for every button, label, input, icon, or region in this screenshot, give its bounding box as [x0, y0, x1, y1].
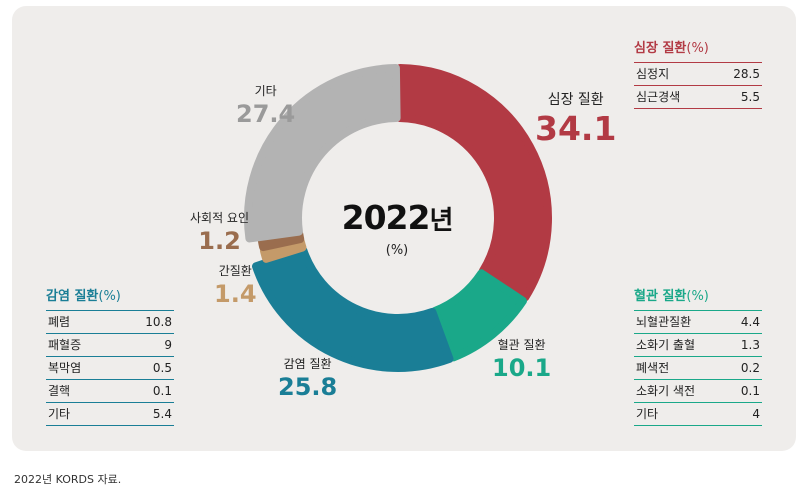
chart-title: 2022년 — [341, 198, 454, 237]
slice-value: 27.4 — [236, 100, 296, 128]
slice-value: 34.1 — [535, 109, 617, 148]
breakdown-row-label: 기타 — [636, 407, 659, 421]
breakdown-row-label: 소화기 출혈 — [636, 338, 696, 352]
breakdown-row-value: 0.1 — [740, 384, 760, 398]
breakdown-row: 복막염 0.5 — [46, 357, 174, 380]
breakdown-row-value: 28.5 — [733, 67, 760, 81]
breakdown-row: 폐렴 10.8 — [46, 310, 174, 334]
breakdown-row-label: 폐색전 — [636, 361, 670, 375]
breakdown-title: 심장 질환(%) — [634, 41, 709, 56]
breakdown-title: 감염 질환(%) — [46, 289, 121, 304]
slice-label-social: 사회적 요인 1.2 — [190, 209, 249, 256]
slice-label-vascular: 혈관 질환 10.1 — [492, 336, 551, 383]
breakdown-row-value: 0.5 — [152, 361, 172, 375]
breakdown-row: 폐색전 0.2 — [634, 357, 762, 380]
breakdown-table-vascular: 혈관 질환(%) 뇌혈관질환 4.4 소화기 출혈 1.3 폐색전 0.2 소화기 색전 0.… — [634, 285, 762, 426]
breakdown-row-value: 5.5 — [740, 90, 760, 104]
slice-value: 1.2 — [198, 227, 241, 255]
breakdown-row-label: 소화기 색전 — [636, 384, 696, 398]
breakdown-row-label: 결핵 — [48, 384, 71, 398]
slice-name: 간질환 — [218, 264, 252, 278]
breakdown-row-label: 패혈증 — [48, 338, 82, 352]
chart-unit: (%) — [385, 243, 409, 258]
breakdown-row-value: 1.3 — [740, 338, 760, 352]
breakdown-row-value: 0.2 — [740, 361, 760, 375]
slice-value: 10.1 — [492, 354, 552, 382]
donut-slice — [244, 64, 401, 243]
breakdown-row-value: 9 — [164, 338, 172, 352]
slice-name: 기타 — [254, 84, 277, 98]
breakdown-row: 소화기 색전 0.1 — [634, 380, 762, 403]
chart-center-label: 2022년 (%) — [330, 198, 464, 258]
breakdown-row: 결핵 0.1 — [46, 380, 174, 403]
breakdown-row-value: 5.4 — [152, 407, 172, 421]
slice-label-liver: 간질환 1.4 — [214, 262, 257, 309]
slice-value: 1.4 — [214, 280, 257, 308]
slice-name: 감염 질환 — [283, 357, 332, 371]
donut-slice — [395, 64, 552, 302]
breakdown-row-label: 뇌혈관질환 — [636, 315, 692, 329]
breakdown-row-label: 폐렴 — [48, 315, 71, 329]
slice-label-heart: 심장 질환 34.1 — [535, 89, 616, 149]
breakdown-row: 패혈증 9 — [46, 334, 174, 357]
breakdown-row: 심정지 28.5 — [634, 62, 762, 86]
breakdown-row: 기타 5.4 — [46, 403, 174, 426]
slice-label-other: 기타 27.4 — [236, 82, 295, 129]
donut-slice — [252, 246, 454, 372]
footnote: 2022년 KORDS 자료. — [14, 473, 122, 486]
breakdown-row-value: 10.8 — [145, 315, 172, 329]
breakdown-row-label: 기타 — [48, 407, 71, 421]
slice-name: 혈관 질환 — [497, 338, 546, 352]
breakdown-table-heart: 심장 질환(%) 심정지 28.5 심근경색 5.5 — [634, 37, 762, 109]
breakdown-row: 소화기 출혈 1.3 — [634, 334, 762, 357]
breakdown-row-value: 0.1 — [152, 384, 172, 398]
slice-name: 사회적 요인 — [190, 211, 250, 225]
breakdown-row-value: 4 — [752, 407, 760, 421]
slice-label-infection: 감염 질환 25.8 — [278, 355, 337, 402]
breakdown-title: 혈관 질환(%) — [634, 289, 709, 304]
breakdown-row-value: 4.4 — [740, 315, 760, 329]
breakdown-row: 심근경색 5.5 — [634, 86, 762, 109]
breakdown-table-infection: 감염 질환(%) 폐렴 10.8 패혈증 9 복막염 0.5 결핵 0.1 기타 5.4 — [46, 285, 174, 426]
breakdown-row-label: 심근경색 — [636, 90, 681, 104]
slice-value: 25.8 — [278, 373, 338, 401]
breakdown-row-label: 복막염 — [48, 361, 82, 375]
breakdown-row: 뇌혈관질환 4.4 — [634, 310, 762, 334]
slice-name: 심장 질환 — [547, 92, 604, 108]
breakdown-row: 기타 4 — [634, 403, 762, 426]
breakdown-row-label: 심정지 — [636, 67, 670, 81]
